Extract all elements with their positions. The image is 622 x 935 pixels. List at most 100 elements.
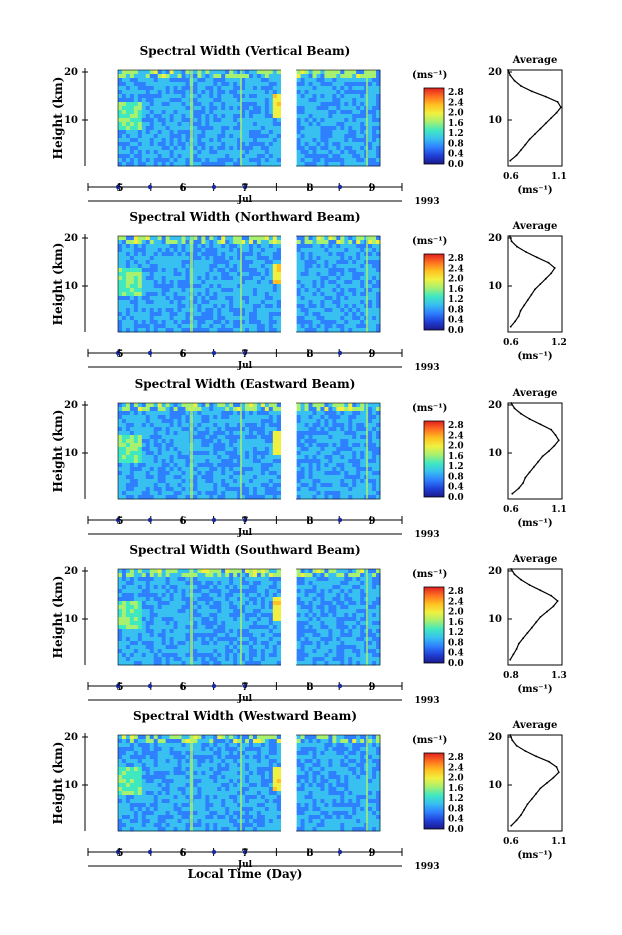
heatmap-cell: [185, 316, 189, 320]
heatmap-cell: [182, 102, 186, 106]
heatmap-cell: [122, 102, 126, 106]
heatmap-cell: [162, 467, 166, 471]
heatmap-cell: [146, 106, 150, 110]
heatmap-cell: [193, 158, 197, 162]
heatmap-cell: [336, 98, 340, 102]
heatmap-cell: [305, 427, 309, 431]
heatmap-cell: [253, 427, 257, 431]
heatmap-cell: [261, 451, 265, 455]
heatmap-cell: [205, 252, 209, 256]
heatmap-cell: [269, 154, 273, 158]
heatmap-cell: [249, 296, 253, 300]
heatmap-cell: [368, 122, 372, 126]
heatmap-cell: [352, 122, 356, 126]
heatmap-cell: [150, 569, 154, 573]
heatmap-cell: [122, 427, 126, 431]
heatmap-cell: [265, 260, 269, 264]
heatmap-cell: [197, 431, 201, 435]
heatmap-cell: [344, 248, 348, 252]
heatmap-cell: [313, 439, 317, 443]
heatmap-cell: [217, 114, 221, 118]
heatmap-cell: [265, 312, 269, 316]
heatmap-cell: [297, 296, 301, 300]
heatmap-cell: [205, 487, 209, 491]
heatmap-cell: [344, 126, 348, 130]
heatmap-cell: [225, 312, 229, 316]
heatmap-cell: [118, 419, 122, 423]
heatmap-cell: [328, 240, 332, 244]
heatmap-cell: [328, 312, 332, 316]
heatmap-cell: [277, 126, 281, 130]
heatmap-cell: [142, 142, 146, 146]
profile-y-tick-label: 20: [488, 67, 502, 78]
heatmap-cell: [301, 256, 305, 260]
heatmap-cell: [150, 479, 154, 483]
heatmap-cell: [213, 158, 217, 162]
heatmap-cell: [217, 256, 221, 260]
heatmap-cell: [118, 431, 122, 435]
heatmap-cell: [209, 154, 213, 158]
heatmap-cell: [316, 577, 320, 581]
heatmap-cell: [356, 411, 360, 415]
heatmap-cell: [348, 138, 352, 142]
heatmap-cell: [253, 569, 257, 573]
heatmap-cell: [221, 581, 225, 585]
heatmap-cell: [320, 403, 324, 407]
heatmap-cell: [138, 272, 142, 276]
time-marker: [148, 351, 152, 355]
heatmap-cell: [265, 118, 269, 122]
heatmap-cell: [297, 308, 301, 312]
date-tick-label: 5: [117, 516, 124, 527]
heatmap-cell: [368, 304, 372, 308]
heatmap-cell: [229, 312, 233, 316]
heatmap-cell: [305, 312, 309, 316]
heatmap-cell: [146, 403, 150, 407]
heatmap-cell: [360, 150, 364, 154]
heatmap-cell: [154, 451, 158, 455]
heatmap-cell: [340, 427, 344, 431]
heatmap-cell: [225, 110, 229, 114]
heatmap-cell: [201, 403, 205, 407]
heatmap-cell: [150, 300, 154, 304]
heatmap-cell: [162, 118, 166, 122]
heatmap-cell: [336, 459, 340, 463]
heatmap-cell: [162, 407, 166, 411]
heatmap-cell: [320, 78, 324, 82]
heatmap-cell: [122, 240, 126, 244]
heatmap-cell: [309, 573, 313, 577]
heatmap-cell: [138, 106, 142, 110]
heatmap-cell: [166, 244, 170, 248]
heatmap-cell: [348, 479, 352, 483]
heatmap-cell: [360, 463, 364, 467]
heatmap-cell: [324, 447, 328, 451]
heatmap-cell: [269, 431, 273, 435]
heatmap-cell: [213, 98, 217, 102]
heatmap-cell: [344, 455, 348, 459]
heatmap-cell: [233, 455, 237, 459]
heatmap-cell: [257, 308, 261, 312]
heatmap-cell: [344, 90, 348, 94]
heatmap-cell: [336, 252, 340, 256]
heatmap-cell: [126, 569, 130, 573]
heatmap-cell: [166, 427, 170, 431]
heatmap-cell: [130, 316, 134, 320]
heatmap-cell: [261, 312, 265, 316]
heatmap-cell: [130, 276, 134, 280]
heatmap-cell: [372, 403, 376, 407]
heatmap-cell: [328, 118, 332, 122]
heatmap-cell: [360, 288, 364, 292]
heatmap-cell: [134, 483, 138, 487]
heatmap-cell: [277, 114, 281, 118]
heatmap-cell: [305, 403, 309, 407]
heatmap-cell: [193, 78, 197, 82]
heatmap-cell: [174, 403, 178, 407]
heatmap-cell: [138, 94, 142, 98]
heatmap-cell: [154, 78, 158, 82]
heatmap-cell: [309, 300, 313, 304]
heatmap-cell: [253, 78, 257, 82]
heatmap-cell: [368, 98, 372, 102]
heatmap-cell: [126, 154, 130, 158]
heatmap-cell: [305, 260, 309, 264]
heatmap-cell: [174, 312, 178, 316]
heatmap-cell: [309, 403, 313, 407]
